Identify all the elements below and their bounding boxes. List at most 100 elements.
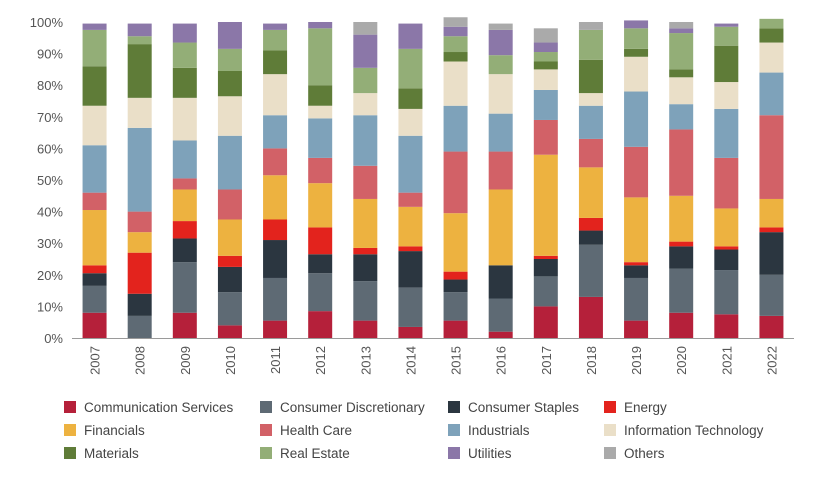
bar-segment bbox=[669, 28, 694, 34]
bar-segment bbox=[578, 59, 603, 94]
bar-segment bbox=[533, 52, 558, 62]
bar-segment bbox=[443, 151, 468, 214]
bar-segment bbox=[82, 66, 107, 106]
bar-segment bbox=[263, 148, 288, 176]
bar-segment bbox=[217, 48, 242, 71]
x-tick-label: 2014 bbox=[403, 346, 418, 375]
bar-segment bbox=[263, 219, 288, 241]
x-tick-label: 2013 bbox=[358, 346, 373, 375]
x-axis: 2007 2008 2009 2010 2011 2012 2013 2014 2015 2016… bbox=[72, 338, 794, 375]
legend-item: Health Care bbox=[260, 421, 448, 439]
bar-segment bbox=[578, 230, 603, 245]
bar-segment bbox=[488, 151, 513, 190]
bar-segment bbox=[353, 281, 378, 321]
bar-segment bbox=[714, 208, 739, 247]
bar-segment bbox=[669, 246, 694, 269]
x-tick-label: 2016 bbox=[494, 346, 509, 375]
bar-segment bbox=[714, 270, 739, 315]
bar-segment bbox=[353, 320, 378, 338]
bar-segment bbox=[127, 252, 152, 294]
y-tick-label: 20% bbox=[37, 268, 63, 283]
bar-segment bbox=[308, 118, 333, 158]
bar-segment bbox=[263, 74, 288, 116]
bar-segment bbox=[217, 292, 242, 326]
bar-segment bbox=[488, 331, 513, 338]
bar-segment bbox=[669, 241, 694, 247]
x-tick-label: 2019 bbox=[629, 346, 644, 375]
bar-segment bbox=[353, 34, 378, 68]
bar-segment bbox=[533, 154, 558, 256]
bar-segment bbox=[624, 56, 649, 92]
bar-segment bbox=[172, 262, 197, 313]
bar-segment bbox=[127, 97, 152, 128]
bar-segment bbox=[443, 17, 468, 27]
bar-segment bbox=[624, 320, 649, 338]
bar-segment bbox=[172, 23, 197, 43]
legend-swatch bbox=[448, 401, 460, 413]
bar-segment bbox=[308, 85, 333, 106]
legend-swatch bbox=[64, 447, 76, 459]
bar-segment bbox=[714, 249, 739, 271]
x-tick-label: 2020 bbox=[674, 346, 689, 375]
legend-label: Consumer Staples bbox=[468, 399, 580, 415]
bar-segment bbox=[172, 238, 197, 263]
bar-segment bbox=[533, 28, 558, 43]
bar-segment bbox=[443, 26, 468, 37]
bar-segment bbox=[488, 189, 513, 266]
x-tick-label: 2009 bbox=[178, 346, 193, 375]
legend-swatch bbox=[260, 424, 272, 436]
bar-segment bbox=[82, 265, 107, 274]
bar-segment bbox=[669, 268, 694, 313]
bar-segment bbox=[488, 113, 513, 152]
bar-segment bbox=[624, 277, 649, 321]
legend-label: Materials bbox=[84, 445, 139, 461]
legend-label: Utilities bbox=[468, 445, 512, 461]
bar-segment bbox=[82, 145, 107, 193]
bar-segment bbox=[172, 97, 197, 141]
legend-swatch bbox=[64, 424, 76, 436]
bar-segment bbox=[353, 115, 378, 166]
x-tick-label: 2011 bbox=[268, 346, 283, 374]
x-tick-label: 2008 bbox=[133, 346, 148, 375]
bar-segment bbox=[714, 26, 739, 46]
legend-swatch bbox=[604, 447, 616, 459]
bar-segment bbox=[624, 20, 649, 29]
legend-item: Consumer Staples bbox=[448, 398, 604, 416]
y-tick-label: 90% bbox=[37, 47, 63, 62]
bar-segment bbox=[669, 104, 694, 130]
bar-segment bbox=[759, 72, 784, 116]
legend-label: Financials bbox=[84, 422, 145, 438]
bar-segment bbox=[172, 178, 197, 190]
bar-segment bbox=[263, 175, 288, 220]
bar-segment bbox=[443, 105, 468, 152]
bar-segment bbox=[217, 189, 242, 220]
x-tick-label: 2018 bbox=[584, 346, 599, 375]
bar-segment bbox=[578, 217, 603, 231]
bar-segment bbox=[308, 273, 333, 312]
bar-segment bbox=[398, 23, 423, 49]
bar-segment bbox=[172, 140, 197, 179]
bar-segment bbox=[127, 23, 152, 37]
bar-segment bbox=[443, 279, 468, 293]
bar-segment bbox=[82, 23, 107, 30]
bar-segment bbox=[308, 157, 333, 184]
bar-segment bbox=[443, 61, 468, 106]
legend-label: Communication Services bbox=[84, 399, 234, 415]
legend-item: Others bbox=[604, 444, 774, 462]
bar-segment bbox=[488, 265, 513, 299]
bar-segment bbox=[217, 255, 242, 267]
bar-segment bbox=[578, 296, 603, 338]
bar-segment bbox=[759, 28, 784, 43]
x-tick-label: 2007 bbox=[88, 346, 103, 375]
bar-segment bbox=[488, 74, 513, 114]
bar-segment bbox=[308, 28, 333, 86]
bar-segment bbox=[488, 55, 513, 75]
bar-segment bbox=[533, 42, 558, 53]
bar-segment bbox=[714, 23, 739, 27]
bar-segment bbox=[82, 273, 107, 286]
bar-segment bbox=[759, 227, 784, 233]
legend-label: Others bbox=[624, 445, 665, 461]
bar-segment bbox=[759, 232, 784, 275]
bar-segment bbox=[398, 48, 423, 89]
legend-swatch bbox=[260, 447, 272, 459]
